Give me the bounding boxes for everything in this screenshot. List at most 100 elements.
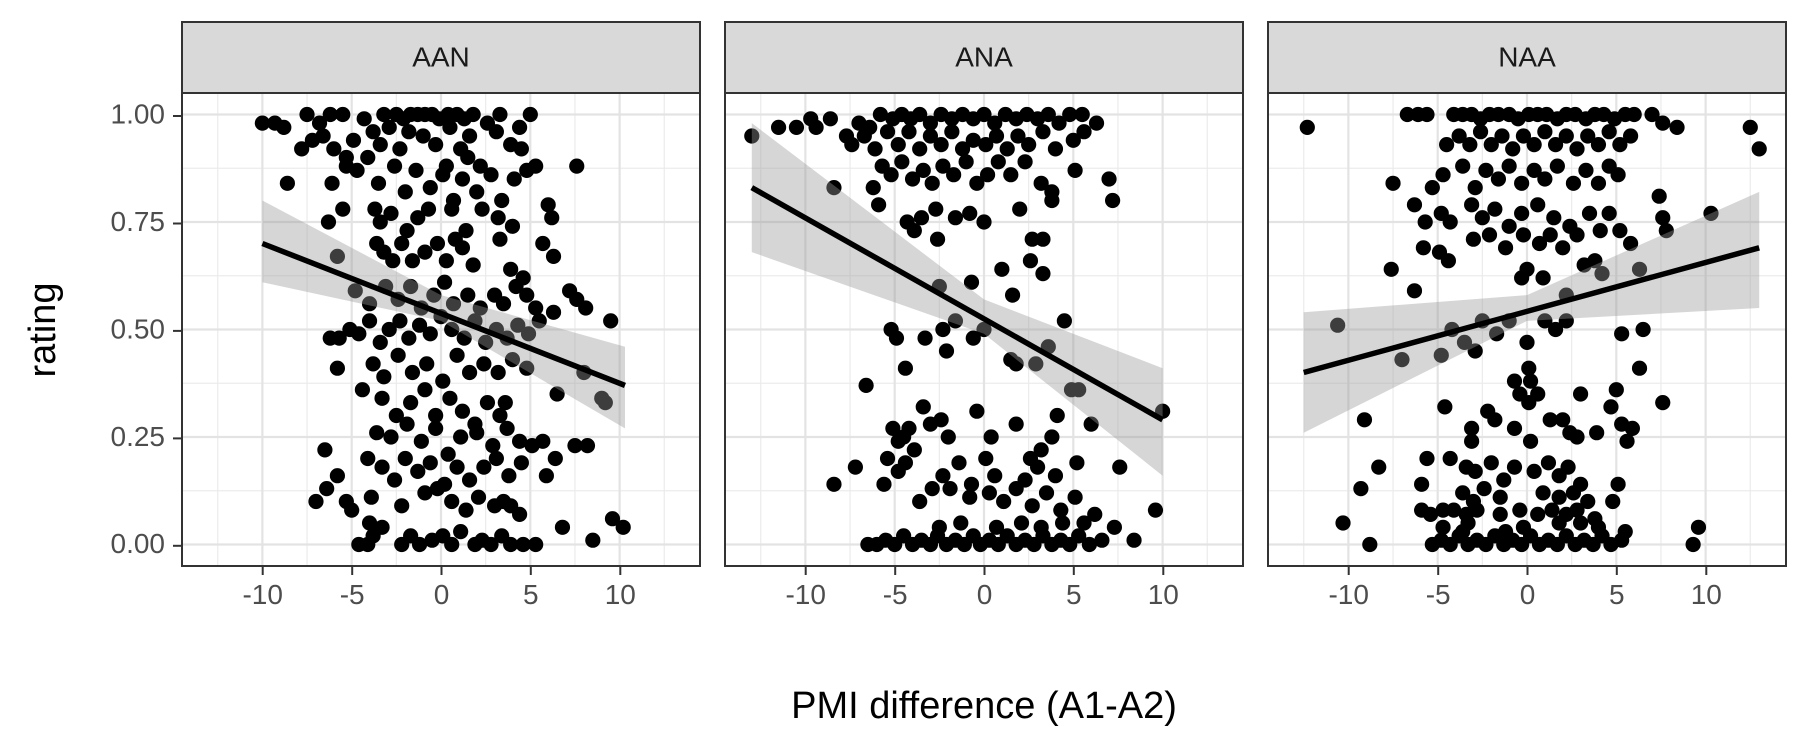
data-point xyxy=(1612,137,1628,153)
data-point xyxy=(322,106,338,123)
data-point xyxy=(349,162,365,178)
data-point xyxy=(913,210,930,226)
data-point xyxy=(922,128,939,144)
data-point xyxy=(544,210,560,226)
data-point xyxy=(990,154,1006,170)
data-point xyxy=(1472,124,1489,140)
data-point xyxy=(917,330,933,346)
data-point xyxy=(1610,167,1626,183)
data-point xyxy=(528,158,544,174)
data-point xyxy=(1514,205,1530,221)
data-point xyxy=(1021,137,1037,153)
data-point xyxy=(969,175,985,191)
data-point xyxy=(1685,536,1701,553)
data-point xyxy=(1542,412,1558,428)
data-point xyxy=(976,106,992,123)
data-point xyxy=(1003,167,1019,183)
data-point xyxy=(603,313,619,329)
data-point xyxy=(1526,137,1542,153)
data-point xyxy=(479,395,496,411)
data-point xyxy=(545,248,562,264)
data-point xyxy=(1076,515,1092,531)
data-point xyxy=(360,450,376,467)
data-point xyxy=(435,373,451,389)
data-point xyxy=(458,223,474,239)
data-point xyxy=(308,493,324,510)
x-tick-label: -10 xyxy=(1328,579,1368,610)
data-point xyxy=(933,412,949,428)
data-point xyxy=(1544,502,1560,518)
data-point xyxy=(515,536,531,553)
data-point xyxy=(604,511,621,527)
data-point xyxy=(1623,235,1639,252)
data-point xyxy=(978,450,994,467)
data-point xyxy=(381,119,397,135)
data-point xyxy=(469,184,485,200)
y-axis-title: rating xyxy=(22,282,64,377)
data-point xyxy=(1489,326,1505,342)
data-point xyxy=(415,128,431,144)
data-point xyxy=(1047,141,1064,157)
x-tick-label: 10 xyxy=(605,579,636,610)
data-point xyxy=(1035,231,1051,247)
data-point xyxy=(1035,124,1051,140)
data-point xyxy=(988,128,1005,144)
data-point xyxy=(372,137,388,153)
data-point xyxy=(492,231,508,247)
data-point xyxy=(383,429,399,445)
data-point xyxy=(1433,347,1449,363)
data-point xyxy=(1537,171,1553,187)
data-point xyxy=(865,180,881,196)
data-point xyxy=(392,313,408,329)
data-point xyxy=(1487,201,1503,217)
data-point xyxy=(442,390,458,406)
data-point xyxy=(1490,171,1507,187)
data-point xyxy=(503,536,519,553)
data-point xyxy=(885,420,901,436)
data-point xyxy=(1494,128,1510,144)
data-point xyxy=(376,106,392,123)
data-point xyxy=(1467,343,1483,359)
data-point xyxy=(372,214,388,230)
data-point xyxy=(1069,455,1085,471)
data-point xyxy=(453,524,469,540)
data-point xyxy=(428,137,444,153)
facet-panel-aan: AAN -10 -5 0 5 10 xyxy=(181,21,701,610)
data-point xyxy=(1590,175,1607,191)
data-point xyxy=(444,536,460,553)
data-point xyxy=(935,321,951,338)
data-point xyxy=(315,128,331,144)
data-point xyxy=(1605,493,1621,510)
data-point xyxy=(894,154,910,170)
x-tick-label: -5 xyxy=(883,579,908,610)
data-point xyxy=(428,407,444,424)
data-point xyxy=(1417,214,1433,230)
facet-panel-naa: NAA -10 -5 0 5 10 xyxy=(1267,21,1787,610)
data-point xyxy=(528,300,544,316)
data-point xyxy=(1572,515,1589,531)
data-point xyxy=(962,205,978,221)
data-point xyxy=(320,214,337,230)
data-point xyxy=(370,175,387,191)
data-point xyxy=(372,334,388,350)
data-point xyxy=(422,180,438,196)
y-tick-label: 0.75 xyxy=(111,206,166,237)
data-point xyxy=(963,476,980,492)
data-point xyxy=(1024,498,1040,514)
data-point xyxy=(1076,124,1092,140)
data-point xyxy=(1655,115,1671,131)
data-point xyxy=(1465,231,1482,247)
data-point xyxy=(1515,128,1532,144)
data-point xyxy=(1029,459,1046,475)
data-point xyxy=(454,403,471,419)
data-point xyxy=(1519,334,1535,350)
data-point xyxy=(404,364,421,381)
data-point xyxy=(965,132,981,148)
data-point xyxy=(545,304,562,320)
data-point xyxy=(485,438,501,454)
data-point xyxy=(403,395,419,411)
data-point xyxy=(1112,459,1128,475)
data-point xyxy=(513,141,529,157)
data-point xyxy=(1635,321,1651,338)
data-point xyxy=(1703,205,1719,221)
